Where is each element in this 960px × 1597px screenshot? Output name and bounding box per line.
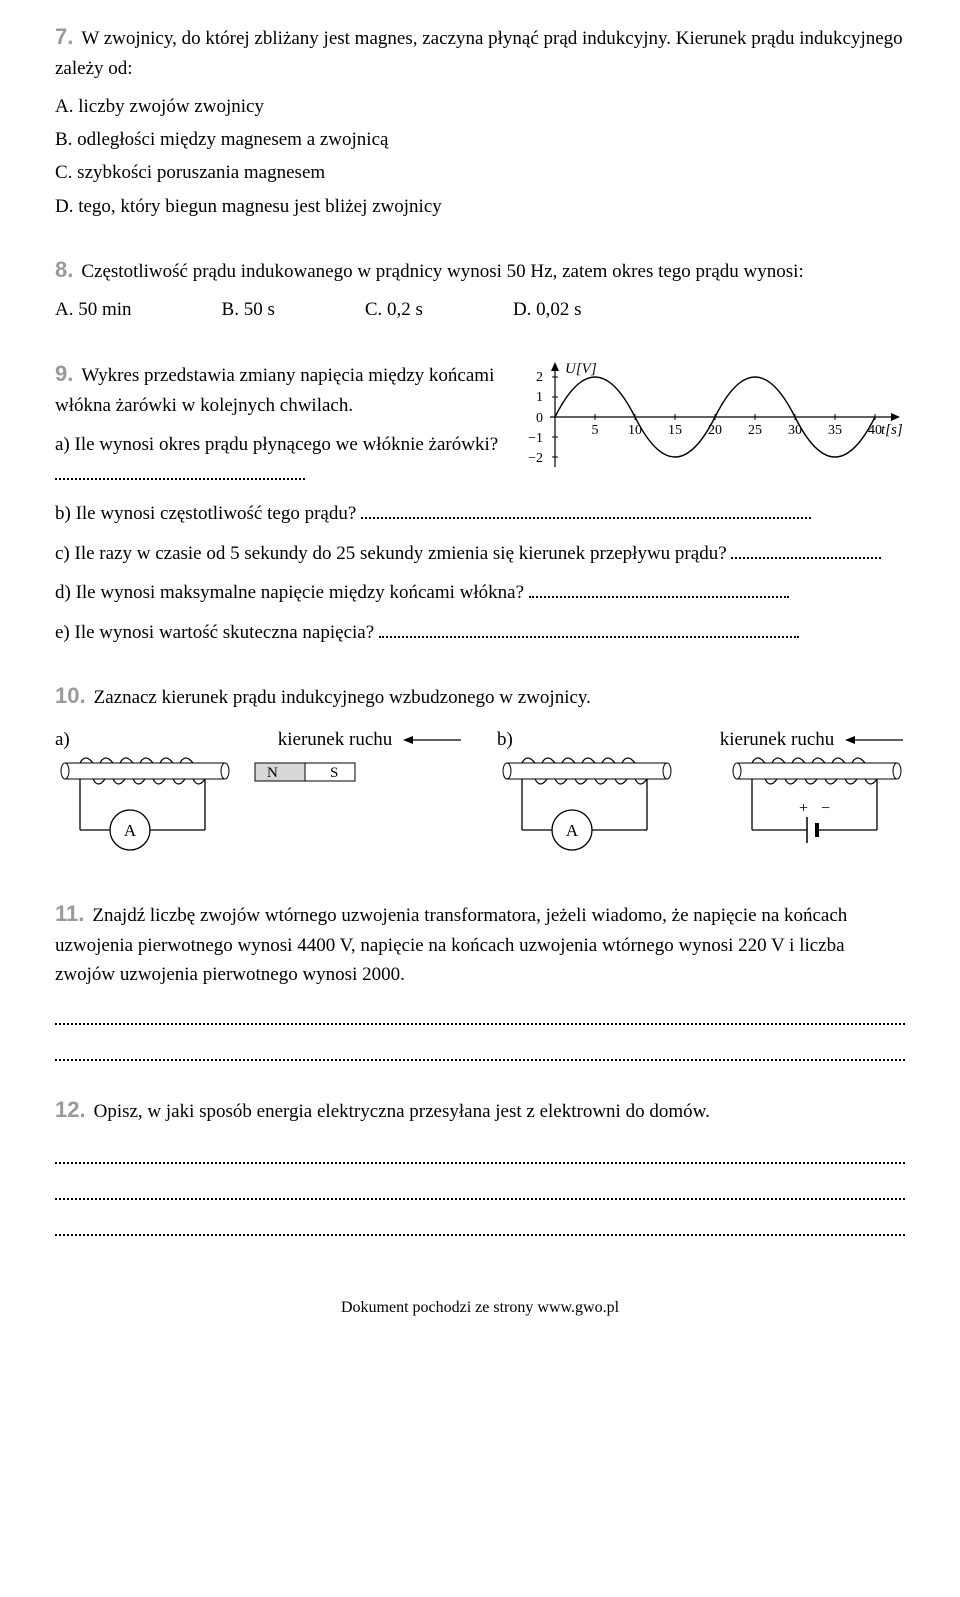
- blank-line[interactable]: [55, 478, 305, 480]
- q10-b-label: b): [497, 725, 513, 754]
- q7-opt-b: B. odległości między magnesem a zwojnicą: [55, 125, 905, 154]
- blank-line[interactable]: [731, 557, 881, 559]
- question-10: 10. Zaznacz kierunek prądu indukcyjnego …: [55, 679, 905, 865]
- q12-number: 12.: [55, 1097, 86, 1122]
- svg-text:35: 35: [828, 423, 842, 438]
- magnet-N: N: [267, 765, 278, 781]
- arrow-left-icon: [845, 725, 905, 754]
- q8-options: A. 50 min B. 50 s C. 0,2 s D. 0,02 s: [55, 295, 905, 324]
- y-axis-label: U[V]: [565, 361, 597, 377]
- blank-line[interactable]: [55, 1182, 905, 1200]
- q9-b: b) Ile wynosi częstotliwość tego prądu?: [55, 499, 905, 528]
- svg-text:25: 25: [748, 423, 762, 438]
- q8-opt-c: C. 0,2 s: [365, 295, 423, 324]
- blank-line[interactable]: [361, 517, 811, 519]
- q12-text: Opisz, w jaki sposób energia elektryczna…: [94, 1101, 710, 1122]
- svg-text:15: 15: [668, 423, 682, 438]
- q8-text: Częstotliwość prądu indukowanego w prądn…: [81, 261, 803, 282]
- q10-a-label: a): [55, 725, 70, 754]
- question-11: 11. Znajdź liczbę zwojów wtórnego uzwoje…: [55, 897, 905, 1062]
- magnet-S: S: [330, 765, 338, 781]
- blank-line[interactable]: [55, 1043, 905, 1061]
- question-12: 12. Opisz, w jaki sposób energia elektry…: [55, 1093, 905, 1235]
- question-7: 7. W zwojnicy, do której zbliżany jest m…: [55, 20, 905, 221]
- q7-number: 7.: [55, 24, 73, 49]
- q10-b-diagram: A: [497, 755, 917, 865]
- q10-text: Zaznacz kierunek prądu indukcyjnego wzbu…: [94, 687, 591, 708]
- blank-line[interactable]: [55, 1146, 905, 1164]
- ammeter-label: A: [566, 821, 579, 840]
- ytick-neg1: −1: [528, 431, 543, 446]
- q9-number: 9.: [55, 361, 73, 386]
- svg-text:5: 5: [592, 423, 599, 438]
- q10-a-diagram: N S A: [55, 755, 455, 865]
- blank-line[interactable]: [529, 596, 789, 598]
- q7-opt-a: A. liczby zwojów zwojnicy: [55, 92, 905, 121]
- x-axis-label: t[s]: [881, 422, 903, 438]
- q7-options: A. liczby zwojów zwojnicy B. odległości …: [55, 92, 905, 222]
- ytick-neg2: −2: [528, 451, 543, 466]
- ammeter-label: A: [124, 821, 137, 840]
- ytick-0: 0: [536, 411, 543, 426]
- blank-line[interactable]: [379, 636, 799, 638]
- q7-opt-d: D. tego, który biegun magnesu jest bliże…: [55, 192, 905, 221]
- q9-d: d) Ile wynosi maksymalne napięcie między…: [55, 578, 905, 607]
- q9-a: a) Ile wynosi okres prądu płynącego we w…: [55, 430, 510, 489]
- q9-text: Wykres przedstawia zmiany napięcia międz…: [55, 365, 494, 416]
- q10-b: b) kierunek ruchu: [497, 725, 905, 864]
- q7-text: W zwojnicy, do której zbliżany jest magn…: [55, 28, 903, 79]
- blank-line[interactable]: [55, 1007, 905, 1025]
- q7-opt-c: C. szybkości poruszania magnesem: [55, 158, 905, 187]
- blank-line[interactable]: [55, 1218, 905, 1236]
- footer-text: Dokument pochodzi ze strony www.gwo.pl: [55, 1296, 905, 1321]
- q8-opt-a: A. 50 min: [55, 295, 132, 324]
- ytick-1: 1: [536, 390, 543, 405]
- question-9: 9. Wykres przedstawia zmiany napięcia mi…: [55, 357, 905, 647]
- q10-a: a) kierunek ruchu: [55, 725, 463, 864]
- kierunek-ruchu-label: kierunek ruchu: [720, 729, 834, 750]
- ytick-2: 2: [536, 370, 543, 385]
- question-8: 8. Częstotliwość prądu indukowanego w pr…: [55, 253, 905, 325]
- q9-chart: 2 1 0 −1 −2 5 10 15 20 25 30 35 40: [525, 357, 905, 477]
- kierunek-ruchu-label: kierunek ruchu: [278, 729, 392, 750]
- q11-number: 11.: [55, 901, 84, 926]
- q8-opt-b: B. 50 s: [222, 295, 275, 324]
- battery-plus: +: [799, 800, 808, 817]
- q9-c: c) Ile razy w czasie od 5 sekundy do 25 …: [55, 539, 905, 568]
- q11-text: Znajdź liczbę zwojów wtórnego uzwojenia …: [55, 905, 847, 986]
- q10-number: 10.: [55, 683, 86, 708]
- q8-opt-d: D. 0,02 s: [513, 295, 582, 324]
- q9-e: e) Ile wynosi wartość skuteczna napięcia…: [55, 618, 905, 647]
- q8-number: 8.: [55, 257, 73, 282]
- arrow-left-icon: [403, 725, 463, 754]
- battery-minus: −: [821, 800, 830, 817]
